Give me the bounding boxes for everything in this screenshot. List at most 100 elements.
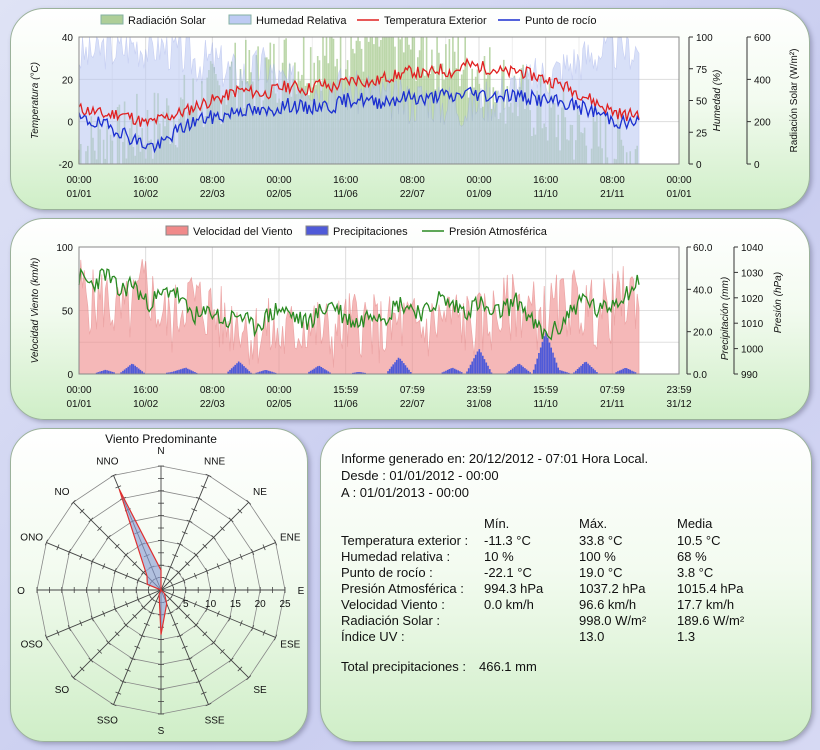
wind-rose-tick xyxy=(186,519,193,523)
x-tick-time: 16:00 xyxy=(533,175,558,186)
wind-rose-tick xyxy=(182,577,186,584)
x-tick-time: 00:00 xyxy=(266,175,291,186)
wind-rose-direction: ESE xyxy=(280,640,300,651)
wind-rose-tick xyxy=(262,629,266,636)
wind-rose-tick xyxy=(113,606,117,612)
wind-rose-tick xyxy=(136,577,140,584)
legend-swatch xyxy=(305,225,329,236)
report-max: 998.0 W/m² xyxy=(579,613,647,628)
wind-rose-tick xyxy=(205,473,212,477)
x-tick-date: 11/10 xyxy=(534,399,559,410)
wind-rose-tick xyxy=(124,668,131,672)
report-max: 1037.2 hPa xyxy=(579,581,646,596)
report-min: 0.0 km/h xyxy=(484,597,534,612)
y-tick-right2: 0 xyxy=(754,160,760,171)
x-tick-date: 01/01 xyxy=(666,189,691,200)
wind-rose-tick xyxy=(88,657,94,663)
report-avg: 3.8 °C xyxy=(677,565,714,580)
y-tick-right2: 1040 xyxy=(741,243,764,254)
wind-rose-tick xyxy=(44,634,48,641)
wind-rose-tick xyxy=(125,572,129,579)
wind-rose-tick xyxy=(228,657,234,663)
wind-rose-tick xyxy=(181,531,188,535)
wind-rose-tick xyxy=(177,542,183,546)
wind-rose-tick xyxy=(184,613,190,619)
report-label: Temperatura exterior : xyxy=(341,533,469,548)
y-label-left: Temperatura (°C) xyxy=(30,62,41,139)
x-tick-date: 21/11 xyxy=(600,399,625,410)
y-label-left: Velocidad Viento (km/h) xyxy=(30,258,41,364)
wind-rose-radial-tick: 10 xyxy=(205,599,217,610)
legend-label: Punto de rocío xyxy=(525,15,597,27)
wind-rose-tick xyxy=(196,680,202,684)
x-tick-date: 31/12 xyxy=(666,399,691,410)
wind-chart-panel: Velocidad del Viento Precipitaciones Presi… xyxy=(10,218,810,420)
x-tick-date: 02/05 xyxy=(266,189,291,200)
wind-rose-tick xyxy=(136,596,140,603)
report-avg: 17.7 km/h xyxy=(677,597,735,612)
y-label-right1: Humedad (%) xyxy=(712,70,723,132)
y-label-right2: Presión (hPa) xyxy=(773,272,784,333)
legend-label: Velocidad del Viento xyxy=(193,226,293,238)
wind-rose-tick xyxy=(102,610,106,617)
wind-rose-tick xyxy=(211,534,217,540)
y-tick-left: 40 xyxy=(62,33,74,44)
y-tick-left: -20 xyxy=(59,160,74,171)
wind-rose-tick xyxy=(219,526,225,532)
x-tick-time: 00:00 xyxy=(66,175,91,186)
wind-rose-radial-tick: 20 xyxy=(255,599,267,610)
x-tick-time: 07:59 xyxy=(400,385,425,396)
wind-series xyxy=(78,259,640,375)
y-tick-right1: 50 xyxy=(696,97,708,108)
wind-rose-tick xyxy=(110,703,117,707)
wind-rose-tick xyxy=(182,596,186,603)
y-tick-right1: 75 xyxy=(696,65,708,76)
legend-label: Precipitaciones xyxy=(333,226,408,238)
wind-rose-tick xyxy=(97,648,103,654)
wind-rose-tick xyxy=(143,622,150,626)
wind-rose-tick xyxy=(67,549,71,555)
report-max: 13.0 xyxy=(579,629,605,644)
x-tick-date: 11/10 xyxy=(534,189,559,200)
wind-rose-direction: SSE xyxy=(205,715,225,726)
x-tick-time: 15:59 xyxy=(333,385,358,396)
wind-rose-radial-tick: 15 xyxy=(230,599,242,610)
report-label: Índice UV : xyxy=(341,629,405,644)
wind-rose-tick xyxy=(274,634,278,641)
legend-label: Radiación Solar xyxy=(128,15,206,27)
wind-rose-tick xyxy=(123,552,129,558)
wind-rose-direction: O xyxy=(17,586,25,597)
x-tick-time: 16:00 xyxy=(133,175,158,186)
wind-rose-tick xyxy=(193,552,199,558)
wind-rose-tick xyxy=(44,539,48,546)
report-label: Humedad relativa : xyxy=(341,549,451,564)
wind-rose-tick xyxy=(105,640,111,646)
wind-rose-tick xyxy=(191,668,198,672)
wind-rose-tick xyxy=(251,625,255,631)
y-label-right2: Radiación Solar (W/m²) xyxy=(789,49,800,153)
wind-rose-tick xyxy=(148,611,155,615)
y-tick-right1: 0 xyxy=(696,160,702,171)
y-tick-right2: 600 xyxy=(754,33,771,44)
wind-rose-tick xyxy=(219,648,225,654)
x-tick-date: 22/03 xyxy=(200,189,225,200)
wind-rose-tick xyxy=(184,561,190,567)
legend-swatch xyxy=(100,14,124,25)
dewpoint-series xyxy=(78,86,640,154)
wind-rose-radial-tick: 25 xyxy=(279,599,291,610)
wind-rose-tick xyxy=(251,549,255,555)
wind-rose-tick xyxy=(202,631,208,637)
x-tick-date: 22/03 xyxy=(200,399,225,410)
wind-rose-tick xyxy=(56,544,60,551)
wind-rose-direction: NE xyxy=(253,487,267,498)
x-tick-time: 16:00 xyxy=(333,175,358,186)
wind-rose-direction: SE xyxy=(253,685,267,696)
humidity-series xyxy=(78,36,640,165)
wind-rose-direction: ENE xyxy=(280,532,301,543)
wind-rose-direction: NNE xyxy=(204,457,225,468)
x-tick-date: 11/06 xyxy=(334,189,359,200)
wind-rose-direction: NNO xyxy=(96,457,118,468)
y-tick-left: 50 xyxy=(62,307,74,318)
x-tick-date: 10/02 xyxy=(133,399,158,410)
